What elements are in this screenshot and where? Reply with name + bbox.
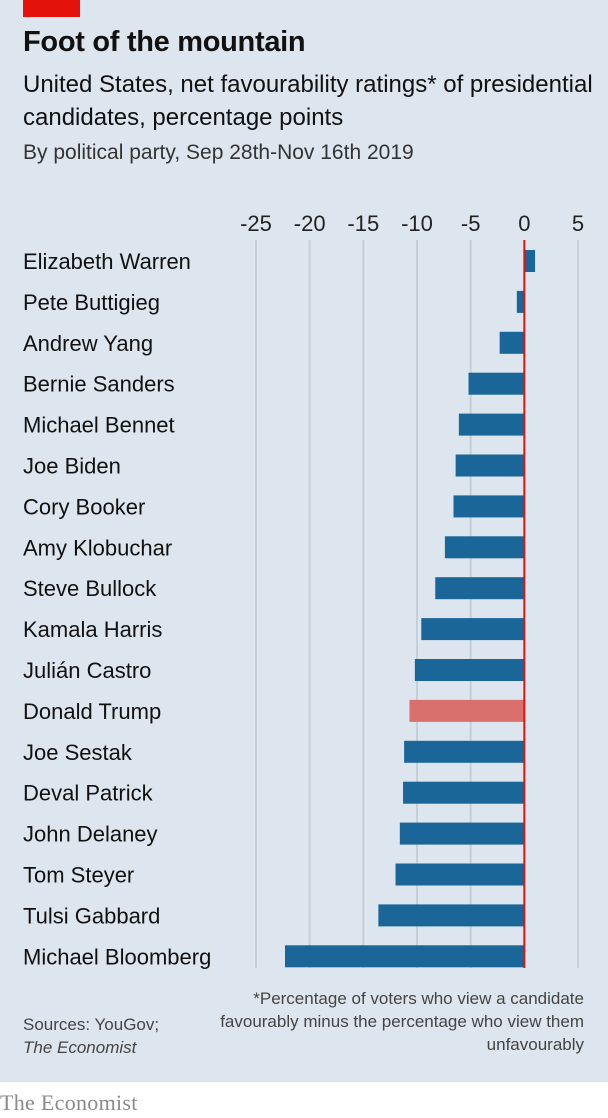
bar-chart: -25 -20 -15 -10 -5 0 5 Elizabeth Warren Pete Bu… [23,211,584,969]
chart-date-range: By political party, Sep 28th-Nov 16th 20… [23,141,414,164]
candidate-labels: Elizabeth Warren Pete Buttigieg Andrew Yan… [23,249,211,969]
brand-tab [23,0,80,17]
bar [524,250,536,272]
x-tick-label: -20 [294,211,326,236]
bar [399,822,525,845]
candidate-label: Pete Buttigieg [23,290,160,315]
x-tick-label: -15 [347,211,379,236]
x-tick-label: -5 [461,211,481,236]
candidate-label: Tulsi Gabbard [23,903,160,928]
candidate-label: Cory Booker [23,494,145,519]
candidate-label: Donald Trump [23,699,161,724]
bar [453,495,525,518]
candidate-label: Bernie Sanders [23,372,175,397]
bar [458,413,525,436]
footnote: *Percentage of voters who view a candida… [220,989,584,1054]
bar [499,331,525,354]
x-tick-label: 0 [518,211,530,236]
candidate-label: Deval Patrick [23,781,154,806]
sources-label: Sources: YouGov; [23,1015,160,1034]
candidate-label: Kamala Harris [23,617,162,642]
chart-title: Foot of the mountain [23,26,306,58]
candidate-label: Elizabeth Warren [23,249,191,274]
bar [421,618,525,641]
bar [395,863,525,886]
candidate-label: Michael Bennet [23,413,175,438]
x-tick-label: 5 [572,211,584,236]
sources-publication: The Economist [23,1038,137,1057]
candidate-label: Joe Biden [23,454,121,479]
bar [435,577,525,600]
candidate-label: Amy Klobuchar [23,535,172,560]
bar [516,290,525,313]
publisher-logo: The Economist [0,1090,138,1115]
bar [378,904,525,927]
x-axis-ticks: -25 -20 -15 -10 -5 0 5 [240,211,584,236]
bar [444,536,525,559]
candidate-label: Julián Castro [23,658,151,683]
sources: Sources: YouGov; The Economist [23,1013,159,1059]
bars [284,250,536,968]
candidate-label: Tom Steyer [23,863,134,888]
candidate-label: Steve Bullock [23,576,157,601]
bar [284,945,525,968]
chart-subtitle: United States, net favourability ratings… [23,71,593,131]
candidate-label: Andrew Yang [23,331,153,356]
candidate-label: Joe Sestak [23,740,133,765]
x-tick-label: -10 [401,211,433,236]
candidate-label: Michael Bloomberg [23,944,211,969]
bar [414,659,525,681]
bar [455,454,525,477]
x-tick-label: -25 [240,211,272,236]
bar [403,781,525,804]
bar [404,740,525,763]
gridlines [255,240,579,968]
candidate-label: John Delaney [23,822,158,847]
bar [468,372,525,395]
bar [409,699,525,722]
